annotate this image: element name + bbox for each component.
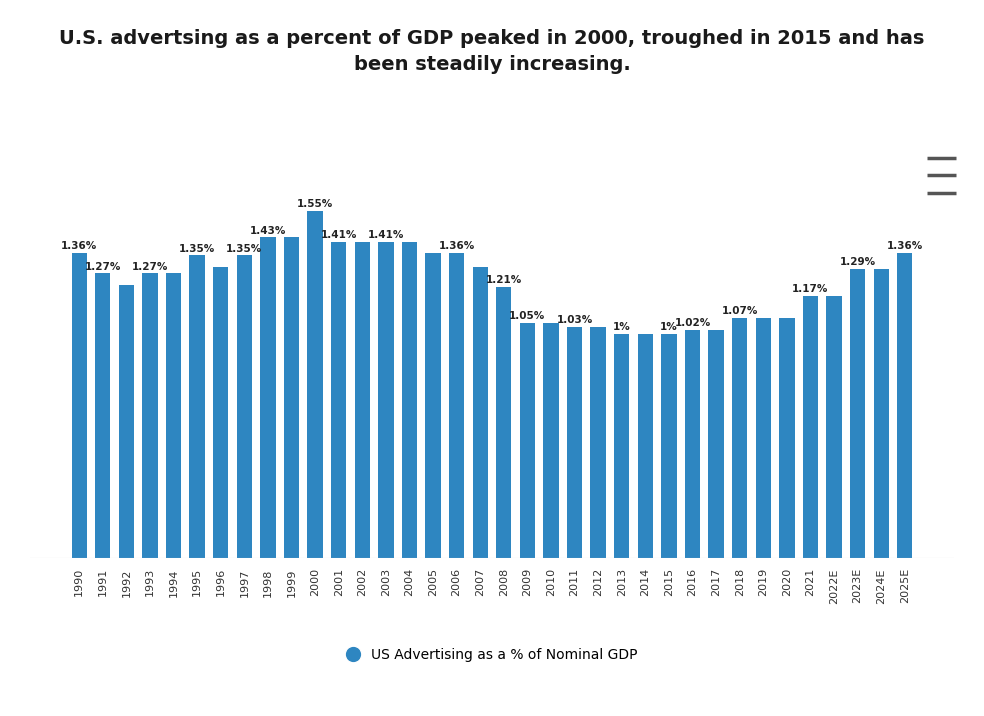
Bar (567, 327, 583, 558)
Bar (378, 242, 394, 558)
Bar (237, 256, 252, 558)
Text: 1.17%: 1.17% (792, 284, 829, 294)
Bar (72, 253, 87, 558)
Text: 1.21%: 1.21% (486, 275, 522, 285)
Text: 1.41%: 1.41% (368, 230, 404, 240)
Bar (590, 327, 606, 558)
Bar (214, 266, 228, 558)
Bar (779, 319, 794, 558)
Bar (331, 242, 346, 558)
Bar (614, 334, 630, 558)
Text: 1.36%: 1.36% (61, 241, 97, 251)
Bar (874, 269, 889, 558)
Text: 1.03%: 1.03% (556, 316, 592, 326)
Bar (756, 319, 770, 558)
Text: 1.41%: 1.41% (321, 230, 357, 240)
Text: 1.55%: 1.55% (297, 199, 334, 209)
Bar (307, 211, 323, 558)
Bar (472, 266, 488, 558)
Bar (401, 242, 417, 558)
Text: 1.35%: 1.35% (179, 243, 215, 253)
Bar (520, 323, 535, 558)
Bar (260, 238, 276, 558)
Legend: US Advertising as a % of Nominal GDP: US Advertising as a % of Nominal GDP (340, 643, 644, 668)
Bar (708, 329, 724, 558)
Text: 1.36%: 1.36% (439, 241, 474, 251)
Bar (661, 334, 677, 558)
Bar (543, 323, 559, 558)
Bar (283, 238, 299, 558)
Bar (897, 253, 912, 558)
Text: 1.02%: 1.02% (674, 318, 710, 328)
Bar (425, 253, 441, 558)
Text: 1.29%: 1.29% (839, 257, 876, 267)
Bar (685, 329, 701, 558)
Text: 1.07%: 1.07% (721, 306, 758, 316)
Bar (95, 274, 110, 558)
Text: 1%: 1% (613, 322, 631, 332)
Text: 1.35%: 1.35% (226, 243, 263, 253)
Bar (732, 319, 747, 558)
Bar (449, 253, 464, 558)
Bar (119, 285, 134, 558)
Text: 1.05%: 1.05% (510, 311, 545, 321)
Bar (827, 296, 841, 558)
Bar (143, 274, 157, 558)
Bar (850, 269, 865, 558)
Text: 1.43%: 1.43% (250, 226, 286, 236)
Bar (638, 334, 653, 558)
Bar (190, 256, 205, 558)
Text: 1.27%: 1.27% (132, 261, 168, 271)
Text: 1.27%: 1.27% (85, 261, 121, 271)
Text: U.S. advertsing as a percent of GDP peaked in 2000, troughed in 2015 and has
bee: U.S. advertsing as a percent of GDP peak… (59, 29, 925, 74)
Text: 1.36%: 1.36% (887, 241, 923, 251)
Bar (496, 287, 512, 558)
Bar (166, 274, 181, 558)
Bar (803, 296, 818, 558)
Text: 1%: 1% (660, 322, 678, 332)
Bar (354, 242, 370, 558)
